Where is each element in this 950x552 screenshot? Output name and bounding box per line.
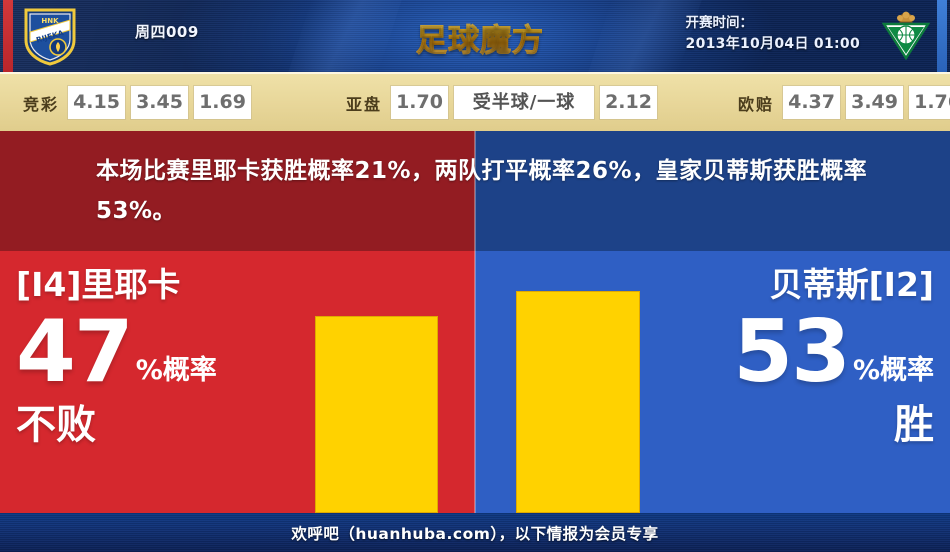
odds-cell-home[interactable]: 4.37 (783, 86, 841, 119)
odds-cell-handicap[interactable]: 受半球/一球 (454, 86, 595, 119)
away-percent-unit: %概率 (852, 355, 934, 386)
header: HNK RIJEKA 周四009 足球魔方 开赛时间： 2013年10月04日 … (0, 0, 950, 72)
probability-panel: 本场比赛里耶卡获胜概率21%，两队打平概率26%，皇家贝蒂斯获胜概率53%。 [… (0, 131, 950, 513)
odds-cell-home[interactable]: 4.15 (68, 86, 126, 119)
header-accent-stripe-blue (937, 0, 947, 72)
brand-logo-text: 足球魔方 (416, 15, 544, 60)
odds-bar: 竞彩 4.15 3.45 1.69 亚盘 1.70 受半球/一球 2.12 欧赔… (0, 72, 950, 133)
odds-group-label: 亚盘 (346, 94, 383, 114)
away-probability-bar (516, 291, 640, 513)
odds-cell-away[interactable]: 2.12 (600, 86, 658, 119)
odds-cell-away[interactable]: 1.76 (909, 86, 950, 119)
odds-cell-draw[interactable]: 3.49 (846, 86, 904, 119)
header-accent-stripe-red (3, 0, 13, 72)
footer: 欢呼吧（huanhuba.com），以下情报为会员专享 (0, 513, 950, 552)
odds-group-jingcai: 竞彩 4.15 3.45 1.69 (14, 86, 257, 119)
odds-cell-home[interactable]: 1.70 (391, 86, 449, 119)
odds-group-european: 欧赔 4.37 3.49 1.76 (729, 86, 950, 119)
match-number: 周四009 (135, 23, 199, 41)
home-probability-bar (315, 316, 438, 513)
home-percent-value: 47 (16, 302, 134, 402)
odds-group-label: 欧赔 (738, 94, 775, 114)
odds-cell-away[interactable]: 1.69 (194, 86, 252, 119)
kickoff-label: 开赛时间： (685, 15, 754, 31)
away-team-stats: 贝蒂斯[I2] 53 %概率 胜 (634, 263, 934, 449)
odds-group-label: 竞彩 (23, 94, 60, 114)
away-team-crest-icon (881, 11, 931, 61)
panel-divider (474, 131, 476, 513)
away-percent-value: 53 (733, 302, 851, 402)
brand-logo[interactable]: 足球魔方 (400, 10, 560, 64)
home-team-name: [I4]里耶卡 (16, 265, 181, 304)
home-percent-unit: %概率 (135, 355, 217, 386)
svg-text:HNK: HNK (41, 17, 59, 25)
home-team-stats: [I4]里耶卡 47 %概率 不败 (16, 263, 316, 449)
home-verdict: 不败 (16, 402, 96, 448)
kickoff-time: 2013年10月04日 01:00 (685, 36, 860, 52)
away-percent-row: 53 %概率 (634, 309, 934, 395)
kickoff-info: 开赛时间： 2013年10月04日 01:00 (686, 13, 860, 55)
footer-scanline-overlay (0, 513, 950, 552)
odds-group-asian-handicap: 亚盘 1.70 受半球/一球 2.12 (337, 86, 663, 119)
footer-text: 欢呼吧（huanhuba.com），以下情报为会员专享 (291, 524, 659, 543)
headline-summary: 本场比赛里耶卡获胜概率21%，两队打平概率26%，皇家贝蒂斯获胜概率53%。 (96, 158, 868, 224)
home-percent-row: 47 %概率 (16, 309, 316, 395)
odds-cell-draw[interactable]: 3.45 (131, 86, 189, 119)
away-team-name: 贝蒂斯[I2] (769, 265, 934, 304)
away-panel-headline-band (475, 131, 950, 251)
home-panel-headline-band (0, 131, 475, 251)
header-diagonal-sheen-left (288, 0, 402, 72)
away-verdict: 胜 (894, 402, 934, 448)
home-team-crest-icon: HNK RIJEKA (24, 8, 76, 66)
